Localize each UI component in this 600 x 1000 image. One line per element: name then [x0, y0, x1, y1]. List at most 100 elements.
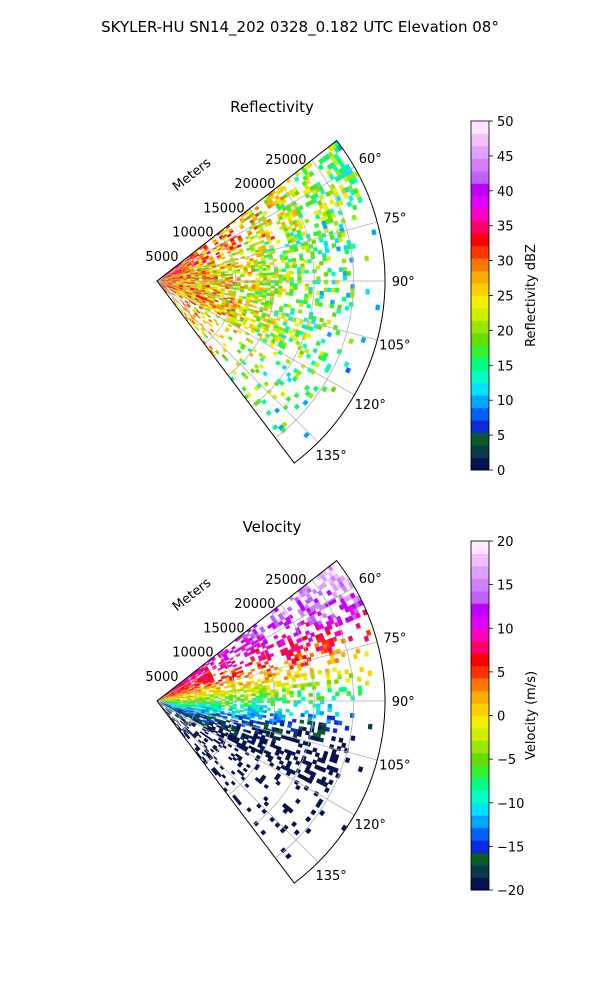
colorbar-swatch [471, 382, 489, 396]
range-tick-label: 10000 [172, 646, 213, 661]
colorbar-tick-label: 35 [497, 220, 514, 235]
colorbar-swatch [471, 283, 489, 296]
colorbar-swatch [471, 370, 489, 384]
colorbar-tick-label: 30 [497, 255, 514, 270]
reflectivity-colorbar: 0 5 10 15 20 25 30 35 40 45 50 Reflectivity dBZ [470, 115, 539, 479]
colorbar-swatch [471, 307, 489, 321]
velocity-range-ticks: 5000 10000 15000 20000 25000 [145, 573, 306, 685]
colorbar-swatch [471, 145, 489, 159]
colorbar-swatch [471, 615, 489, 629]
colorbar-swatch [471, 752, 489, 766]
colorbar-swatch [471, 665, 489, 679]
colorbar-swatch [471, 865, 489, 879]
colorbar-tick-label: −15 [497, 840, 524, 855]
colorbar-swatch [471, 765, 489, 779]
range-tick-label: 15000 [203, 621, 244, 636]
range-tick-label: 25000 [265, 153, 306, 168]
velocity-title: Velocity [243, 518, 302, 536]
colorbar-swatch [471, 640, 489, 654]
range-tick-label: 5000 [145, 670, 178, 685]
colorbar-swatch [471, 852, 489, 866]
colorbar-swatch [471, 457, 489, 471]
reflectivity-grid [156, 159, 385, 443]
colorbar-swatch [471, 690, 489, 704]
range-tick-label: 20000 [234, 597, 275, 612]
velocity-colorbar: −20 −15 −10 −5 0 5 10 15 20 Velocity (m/s) [470, 535, 539, 899]
colorbar-label: Velocity (m/s) [524, 671, 539, 760]
colorbar-tick-label: −10 [497, 797, 524, 812]
colorbar-swatch [471, 678, 489, 692]
range-tick-label: 15000 [203, 201, 244, 216]
colorbar-tick-label: 10 [497, 394, 514, 409]
colorbar-swatch [471, 357, 489, 371]
colorbar-swatch [471, 345, 489, 359]
azimuth-tick-label: 75° [383, 631, 406, 646]
colorbar-swatch [471, 420, 489, 434]
velocity-echoes [159, 562, 373, 860]
colorbar-tick-label: 25 [497, 290, 514, 305]
colorbar-swatch [471, 827, 489, 841]
colorbar-swatch [471, 777, 489, 791]
figure-title: SKYLER-HU SN14_202 0328_0.182 UTC Elevat… [101, 18, 499, 37]
colorbar-tick-label: 15 [497, 359, 514, 374]
colorbar-swatch [471, 790, 489, 804]
colorbar-swatch [471, 565, 489, 579]
velocity-sector-frame [156, 559, 386, 884]
colorbar-swatch [471, 628, 489, 642]
colorbar-swatch [471, 715, 489, 729]
colorbar-swatch [471, 703, 489, 716]
colorbar-swatch [471, 195, 489, 209]
azimuth-tick-label: 60° [359, 572, 382, 587]
colorbar-swatch [471, 158, 489, 172]
colorbar-swatch [471, 295, 489, 309]
colorbar-swatch [471, 815, 489, 829]
azimuth-tick-label: 105° [379, 339, 410, 354]
colorbar-tick-label: −20 [497, 884, 524, 899]
reflectivity-azimuth-ticks: 60° 75° 90° 105° 120° 135° [315, 152, 414, 464]
colorbar-swatch [471, 432, 489, 446]
velocity-azimuth-ticks: 60° 75° 90° 105° 120° 135° [315, 572, 414, 884]
colorbar-label: Reflectivity dBZ [524, 244, 539, 347]
colorbar-tick-label: 10 [497, 622, 514, 637]
colorbar-tick-label: 5 [497, 666, 505, 681]
velocity-panel: Velocity 5000 10000 15000 20000 25000 60° 75°… [145, 518, 539, 899]
colorbar-swatch [471, 740, 489, 754]
colorbar-swatch [471, 245, 489, 259]
colorbar-tick-label: 50 [497, 115, 514, 130]
colorbar-tick-label: 20 [497, 324, 514, 339]
colorbar-tick-label: 0 [497, 464, 505, 479]
colorbar-swatch [471, 727, 489, 741]
reflectivity-sector-frame [156, 139, 386, 464]
colorbar-swatch [471, 220, 489, 234]
colorbar-swatch [471, 553, 489, 567]
colorbar-swatch [471, 653, 489, 667]
reflectivity-range-ticks: 5000 10000 15000 20000 25000 [145, 153, 306, 265]
azimuth-tick-label: 75° [383, 211, 406, 226]
colorbar-swatch [471, 258, 489, 272]
colorbar-swatch [471, 332, 489, 346]
azimuth-tick-label: 105° [379, 759, 410, 774]
colorbar-swatch [471, 183, 489, 197]
azimuth-tick-label: 120° [355, 398, 386, 413]
reflectivity-title: Reflectivity [230, 98, 314, 116]
colorbar-swatch [471, 445, 489, 459]
azimuth-tick-label: 135° [315, 449, 346, 464]
colorbar-tick-label: 0 [497, 710, 505, 725]
azimuth-tick-label: 120° [355, 818, 386, 833]
range-tick-label: 10000 [172, 226, 213, 241]
colorbar-swatch [471, 233, 489, 247]
colorbar-swatch [471, 877, 489, 891]
colorbar-tick-label: 5 [497, 429, 505, 444]
velocity-grid [156, 579, 385, 863]
colorbar-swatch [471, 170, 489, 184]
azimuth-tick-label: 135° [315, 869, 346, 884]
reflectivity-panel: Reflectivity 5000 10000 15000 20000 25000 60… [145, 98, 539, 479]
colorbar-swatch [471, 802, 489, 816]
range-tick-label: 20000 [234, 177, 275, 192]
azimuth-tick-label: 90° [392, 275, 415, 290]
colorbar-tick-label: 20 [497, 535, 514, 550]
colorbar-swatch [471, 395, 489, 409]
reflectivity-range-axis-label: Meters [170, 155, 214, 194]
colorbar-swatch [471, 121, 489, 134]
